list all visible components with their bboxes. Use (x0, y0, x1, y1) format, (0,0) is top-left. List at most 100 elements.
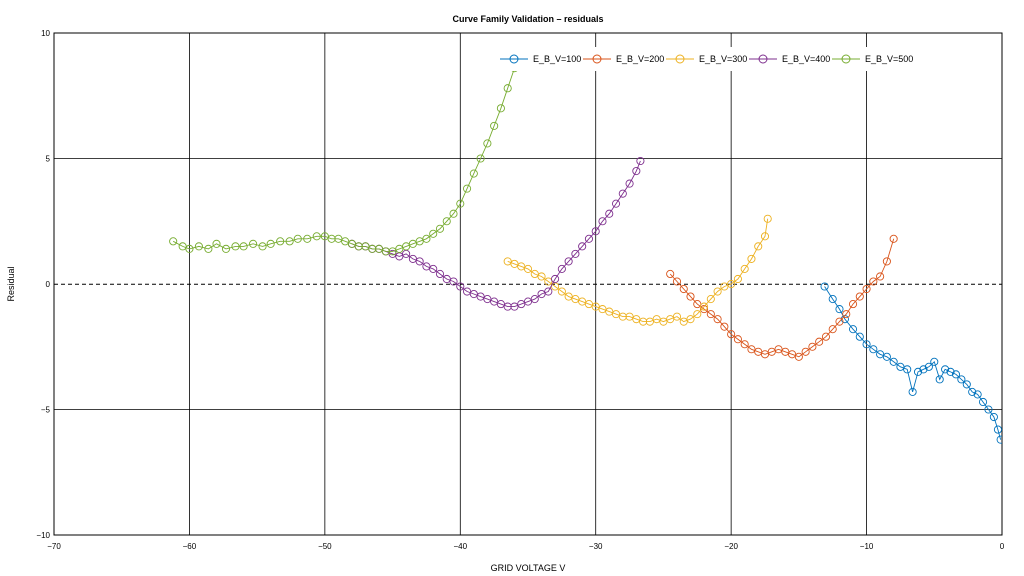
data-point (598, 217, 607, 226)
data-point (957, 375, 966, 384)
data-point (794, 352, 803, 361)
data-point (889, 234, 898, 243)
data-point (496, 104, 505, 113)
x-axis-label: GRID VOLTAGE V (491, 563, 566, 573)
chart-title: Curve Family Validation – residuals (452, 14, 603, 24)
legend-item: E_B_V=400 (749, 54, 830, 64)
data-point (194, 242, 203, 251)
y-tick-label: −5 (41, 406, 51, 415)
data-point (490, 121, 499, 130)
data-point (625, 179, 634, 188)
data-point (882, 352, 891, 361)
data-point (973, 390, 982, 399)
legend-item: E_B_V=300 (666, 54, 747, 64)
data-point (212, 239, 221, 248)
data-point (848, 300, 858, 309)
data-point (285, 237, 294, 246)
data-point (469, 169, 478, 178)
data-point (808, 342, 817, 351)
data-point (993, 425, 1002, 434)
data-point (815, 337, 824, 346)
data-point (855, 332, 864, 341)
series-group (169, 64, 1002, 444)
data-point (855, 292, 864, 301)
data-point (978, 397, 988, 407)
data-point (828, 295, 837, 304)
data-point (456, 282, 465, 291)
data-point (239, 242, 248, 251)
data-point (835, 305, 844, 314)
y-tick-label: −10 (36, 531, 50, 540)
data-point (557, 264, 566, 273)
data-point (924, 362, 933, 371)
data-point (913, 367, 923, 376)
data-point (919, 365, 928, 374)
legend-item: E_B_V=200 (583, 54, 664, 64)
data-point (946, 367, 955, 376)
data-point (842, 310, 851, 319)
data-point (700, 305, 709, 314)
x-tick-label: −10 (860, 542, 874, 551)
data-point (483, 139, 492, 148)
data-point (862, 284, 871, 294)
x-tick-label: −50 (318, 542, 332, 551)
data-point (276, 237, 285, 246)
data-point (591, 227, 600, 236)
x-tick-label: −70 (47, 542, 61, 551)
data-point (564, 257, 573, 266)
data-point (449, 209, 458, 218)
data-point (908, 387, 917, 396)
legend-marker (592, 54, 602, 64)
data-point (935, 375, 944, 384)
x-tick-label: −20 (724, 542, 738, 551)
data-point (733, 335, 742, 344)
data-point (733, 274, 742, 284)
data-point (706, 310, 715, 319)
y-axis-label: Residual (6, 266, 16, 301)
data-point (801, 347, 810, 356)
data-point (442, 217, 451, 226)
data-point (686, 292, 695, 301)
legend-marker (675, 54, 685, 64)
legend-marker (841, 54, 851, 64)
legend-label: E_B_V=100 (533, 54, 581, 64)
data-point (463, 184, 472, 193)
data-point (941, 365, 950, 374)
data-point (727, 330, 736, 339)
data-point (544, 287, 553, 296)
legend-marker (758, 54, 768, 64)
data-point (221, 244, 231, 253)
data-point (828, 325, 837, 334)
data-point (632, 166, 641, 176)
data-point (503, 84, 512, 93)
legend-item: E_B_V=500 (832, 54, 913, 64)
data-point (636, 156, 645, 166)
data-point (700, 302, 709, 311)
data-point (422, 234, 431, 243)
data-point (672, 312, 682, 321)
data-point (989, 412, 998, 422)
data-point (763, 214, 772, 223)
data-point (303, 234, 312, 243)
data-point (551, 274, 560, 284)
data-point (666, 269, 675, 279)
legend-label: E_B_V=500 (865, 54, 913, 64)
data-point (611, 199, 621, 208)
data-point (605, 209, 614, 218)
data-point (415, 257, 424, 266)
data-point (713, 287, 722, 296)
data-point (835, 317, 844, 326)
data-point (266, 239, 275, 248)
data-point (720, 322, 729, 331)
data-point (557, 287, 566, 296)
data-point (760, 232, 770, 241)
x-tick-label: −40 (453, 542, 467, 551)
data-point (713, 315, 722, 324)
legend-label: E_B_V=300 (699, 54, 747, 64)
series-1 (820, 282, 1002, 444)
data-point (185, 244, 194, 253)
legend-label: E_B_V=400 (782, 54, 830, 64)
data-point (429, 229, 438, 238)
x-tick-label: 0 (1000, 542, 1005, 551)
